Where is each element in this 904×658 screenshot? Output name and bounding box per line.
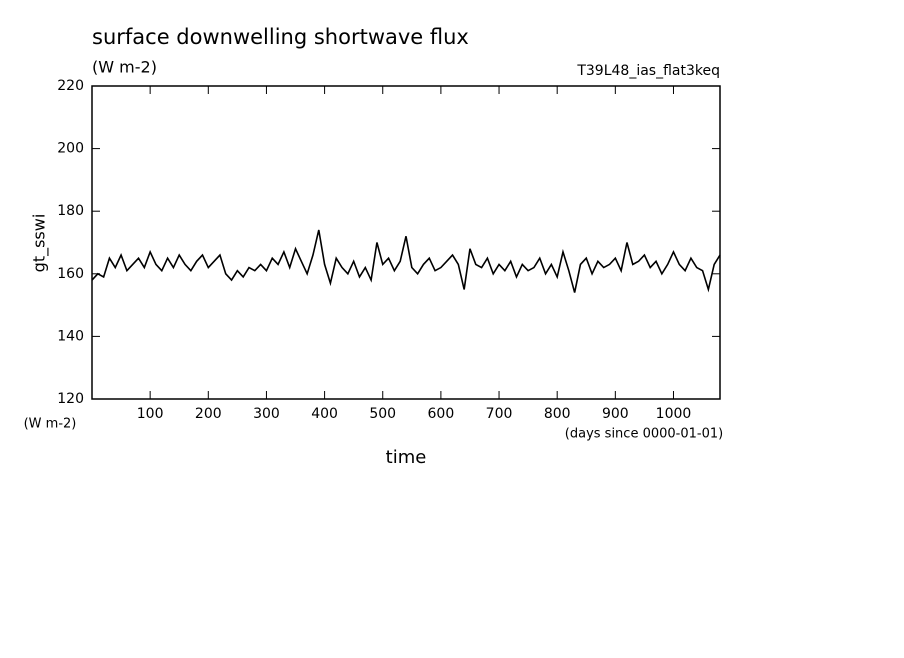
y-axis-label: gt_sswi — [30, 214, 50, 273]
chart-subtitle: (W m-2) — [92, 58, 157, 77]
chart-title: surface downwelling shortwave flux — [92, 25, 469, 49]
x-tick-label: 500 — [369, 406, 396, 422]
x-tick-label: 900 — [602, 406, 629, 422]
x-tick-label: 100 — [137, 406, 164, 422]
y-tick-label: 220 — [57, 78, 84, 94]
annotation: T39L48_ias_flat3keq — [576, 63, 720, 79]
x-tick-label: 800 — [544, 406, 571, 422]
x-tick-label: 600 — [428, 406, 455, 422]
data-line — [91, 229, 721, 293]
x-tick-label: 1000 — [656, 406, 692, 422]
y-unit: (W m-2) — [24, 417, 77, 432]
x-tick-label: 200 — [195, 406, 222, 422]
plot-frame — [91, 85, 721, 400]
y-tick-label: 180 — [57, 203, 84, 219]
x-axis-label: time — [386, 447, 427, 468]
y-tick-label: 120 — [57, 391, 84, 407]
y-tick-label: 160 — [57, 266, 84, 282]
y-tick-label: 200 — [57, 141, 84, 157]
x-tick-label: 300 — [253, 406, 280, 422]
x-unit: (days since 0000-01-01) — [565, 427, 723, 442]
x-tick-label: 400 — [311, 406, 338, 422]
x-tick-label: 700 — [486, 406, 513, 422]
y-tick-label: 140 — [57, 328, 84, 344]
